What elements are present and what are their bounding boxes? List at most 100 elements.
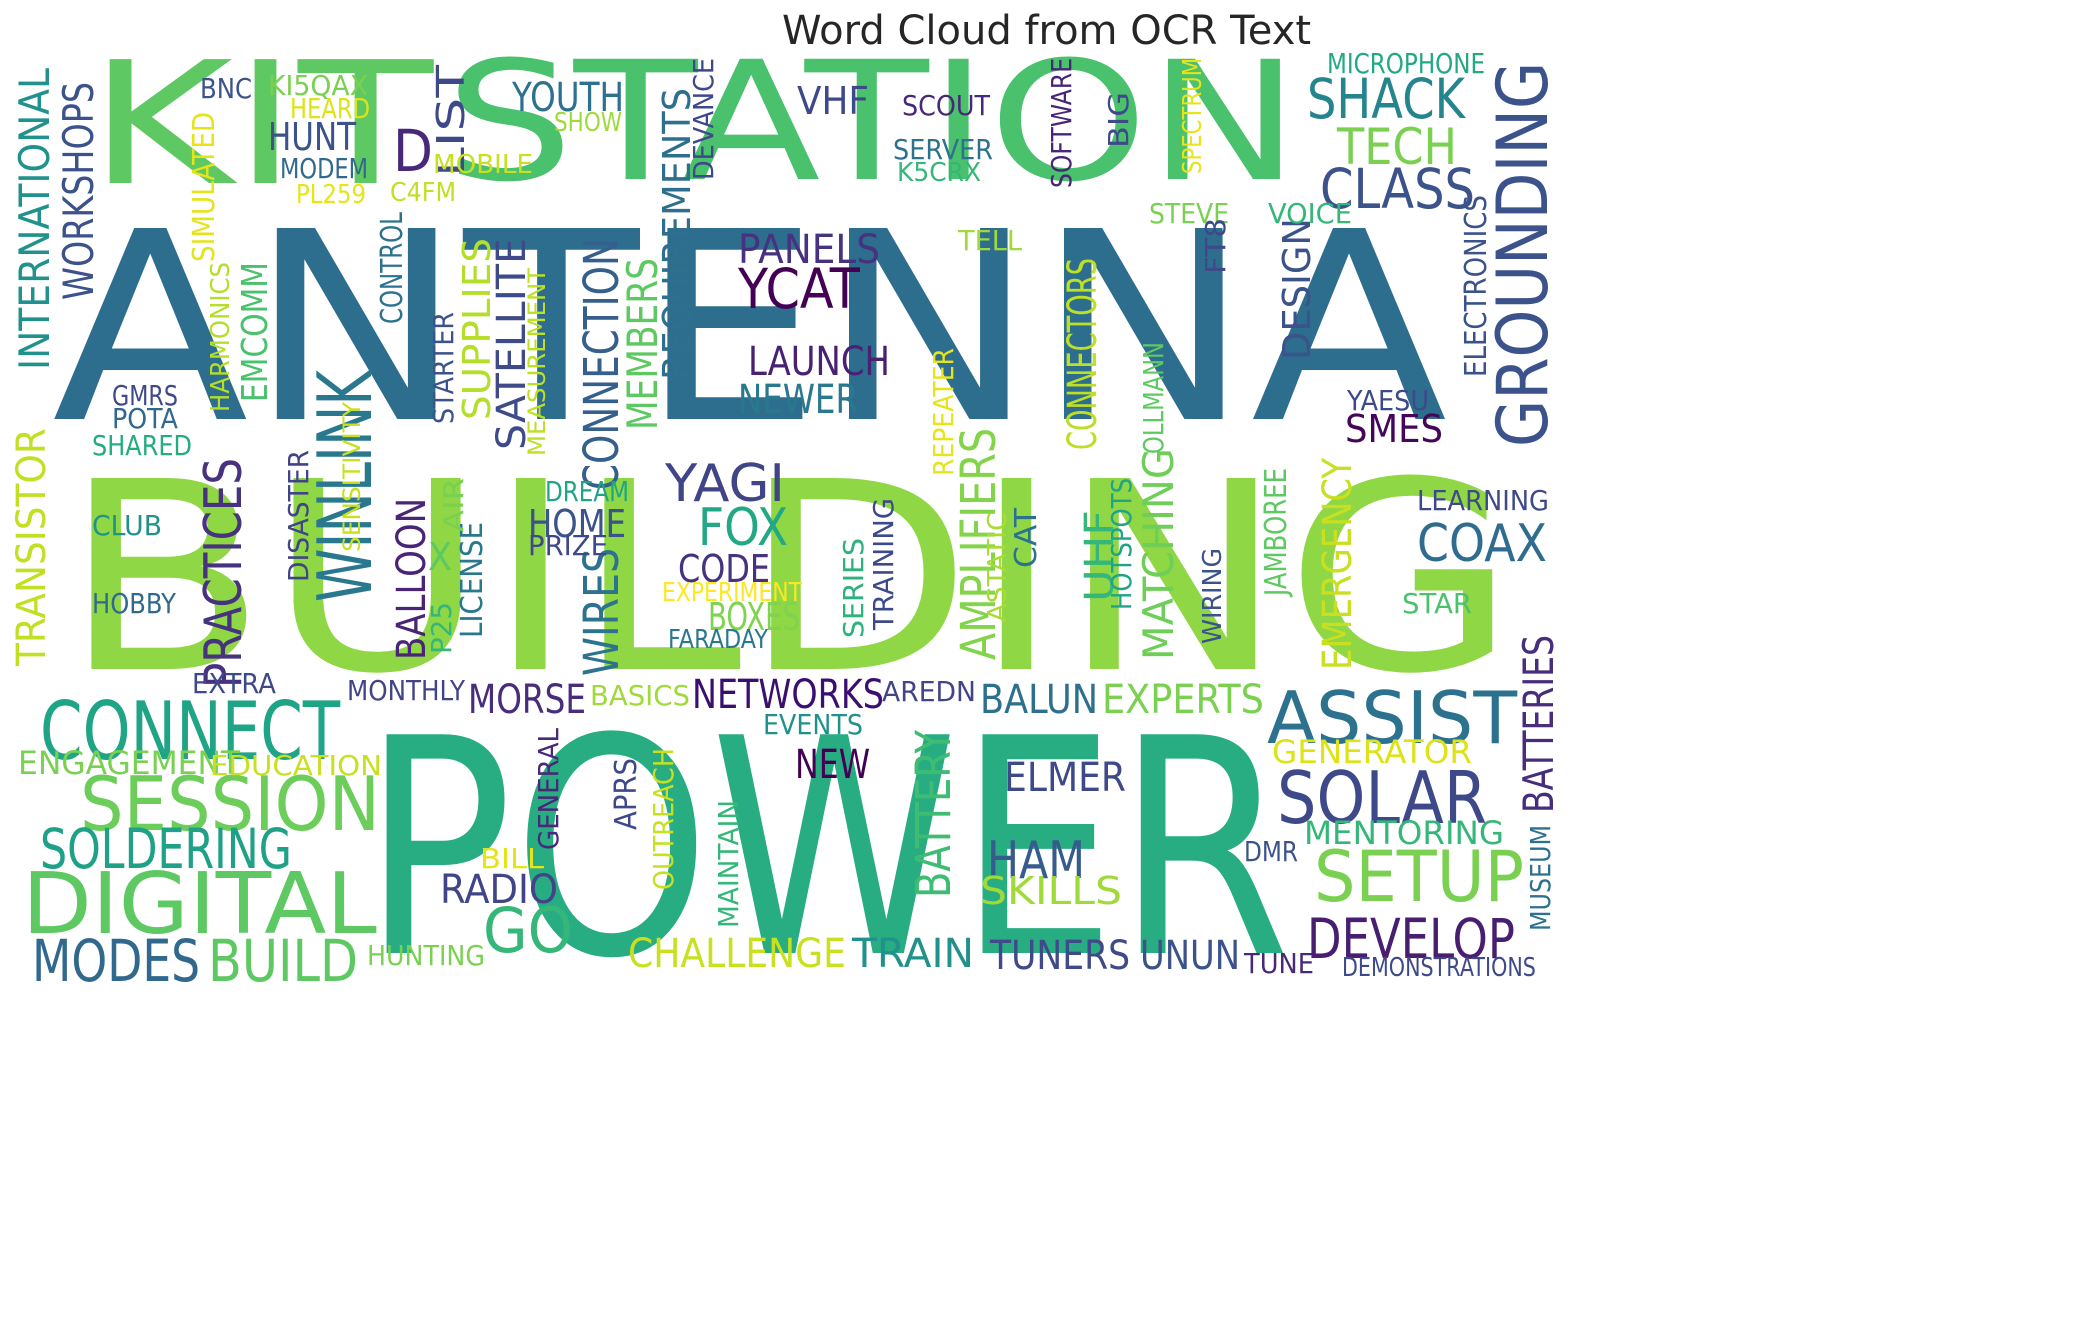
word-measurement: MEASUREMENT: [523, 267, 551, 456]
word-design: DESIGN: [1275, 218, 1319, 360]
word-class: CLASS: [1320, 157, 1476, 221]
word-learning: LEARNING: [1417, 484, 1549, 517]
word-unun: UNUN: [1140, 933, 1241, 979]
word-jamboree: JAMBOREE: [1259, 467, 1294, 596]
word-cat: CAT: [1009, 508, 1044, 568]
word-electronics: ELECTRONICS: [1459, 195, 1494, 377]
word-emcomm: EMCOMM: [235, 262, 276, 402]
word-big: BIG: [1102, 91, 1135, 148]
word-new: NEW: [795, 742, 871, 788]
word-experts: EXPERTS: [1102, 677, 1264, 723]
word-extra: EXTRA: [192, 667, 276, 700]
word-monthly: MONTHLY: [347, 674, 466, 707]
word-generator: GENERATOR: [1272, 733, 1473, 771]
word-antenna: ANTENNA: [52, 176, 1448, 481]
word-youth: YOUTH: [512, 75, 624, 121]
word-dream: DREAM: [545, 475, 629, 508]
word-go: GO: [483, 894, 573, 967]
word-club: CLUB: [92, 509, 163, 542]
word-museum: MUSEUM: [1524, 824, 1557, 931]
word-pl259: PL259: [296, 180, 366, 210]
word-sensitivity: SENSITIVITY: [338, 401, 366, 552]
word-control: CONTROL: [375, 212, 410, 324]
word-solar: SOLAR: [1277, 756, 1488, 840]
word-station: STATION: [445, 26, 1300, 218]
word-education: EDUCATION: [210, 749, 383, 782]
word-x: X: [428, 535, 453, 579]
word-repeater: REPEATER: [927, 348, 960, 476]
word-tell: TELL: [958, 224, 1023, 257]
word-p25: P25: [425, 602, 458, 654]
word-hunt: HUNT: [268, 115, 357, 159]
word-connect: CONNECT: [40, 685, 341, 778]
word-digital: DIGITAL: [22, 855, 377, 954]
word-newer: NEWER: [738, 377, 859, 423]
word-star: STAR: [1402, 587, 1473, 620]
word-ft8: FT8: [1199, 218, 1232, 274]
word-home: HOME: [528, 502, 626, 546]
word-dmr: DMR: [1244, 835, 1299, 868]
word-balun: BALUN: [980, 677, 1099, 723]
word-tech: TECH: [1337, 118, 1457, 176]
word-prize: PRIZE: [528, 529, 609, 562]
word-basics: BASICS: [590, 679, 690, 712]
word-training: TRAINING: [867, 498, 900, 630]
word-workshops: WORKSHOPS: [54, 81, 103, 301]
word-ham: HAM: [987, 831, 1086, 891]
word-wires: WIRES: [574, 547, 630, 676]
word-setup: SETUP: [1314, 836, 1525, 918]
word-international: INTERNATIONAL: [10, 67, 59, 370]
word-astatic: ASTATIC: [983, 512, 1013, 622]
word-coax: COAX: [1417, 514, 1547, 574]
word-pota: POTA: [112, 402, 179, 435]
word-panels: PANELS: [738, 227, 880, 273]
word-smes: SMES: [1345, 407, 1444, 451]
word-d: D: [393, 117, 433, 185]
word-kit: KIT: [88, 26, 434, 224]
word-build: BUILD: [208, 927, 359, 995]
word-experiment: EXPERIMENT: [662, 578, 803, 608]
word-aredn: AREDN: [882, 675, 976, 708]
word-boxes: BOXES: [708, 595, 800, 639]
word-morse: MORSE: [468, 677, 587, 723]
word-starter: STARTER: [427, 311, 460, 424]
word-assist: ASSIST: [1267, 676, 1518, 760]
word-radio: RADIO: [440, 867, 559, 913]
word-networks: NETWORKS: [692, 672, 884, 718]
word-microphone: MICROPHONE: [1327, 47, 1486, 80]
word-server: SERVER: [893, 133, 994, 166]
word-building: BUILDING: [62, 426, 1517, 731]
word-gmrs: GMRS: [112, 379, 178, 412]
word-challenge: CHALLENGE: [628, 931, 846, 977]
word-hotspots: HOTSPOTS: [1105, 477, 1138, 610]
word-yaesu: YAESU: [1347, 384, 1430, 417]
word-tuners: TUNERS: [990, 933, 1131, 979]
word-hobby: HOBBY: [92, 587, 176, 620]
word-matching: MATCHING: [1134, 448, 1183, 660]
word-c4fm: C4FM: [390, 178, 457, 208]
word-hunting: HUNTING: [367, 939, 485, 972]
word-shared: SHARED: [92, 429, 193, 462]
word-software: SOFTWARE: [1045, 57, 1078, 189]
word-vhf: VHF: [797, 79, 870, 123]
word-batteries: BATTERIES: [1514, 635, 1563, 813]
word-steve: STEVE: [1149, 197, 1230, 230]
word-ollmann: OLLMANN: [1137, 341, 1170, 454]
word-demonstrations: DEMONSTRATIONS: [1342, 953, 1536, 983]
word-code: CODE: [678, 547, 771, 591]
word-events: EVENTS: [763, 708, 863, 741]
word-elmer: ELMER: [1004, 755, 1127, 801]
word-aprs: APRS: [609, 758, 644, 830]
word-session: SESSION: [80, 760, 380, 848]
word-practices: PRACTICES: [194, 458, 254, 688]
word-series: SERIES: [837, 537, 870, 638]
word-k5crx: K5CRX: [897, 158, 982, 188]
word-heard: HEARD: [290, 92, 371, 125]
word-faraday: FARADAY: [668, 625, 768, 655]
word-bill: BILL: [480, 842, 545, 875]
word-train: TRAIN: [852, 931, 974, 977]
word-modes: MODES: [32, 927, 201, 995]
word-devance: DEVANCE: [687, 57, 720, 180]
word-harmonics: HARMONICS: [206, 262, 236, 412]
